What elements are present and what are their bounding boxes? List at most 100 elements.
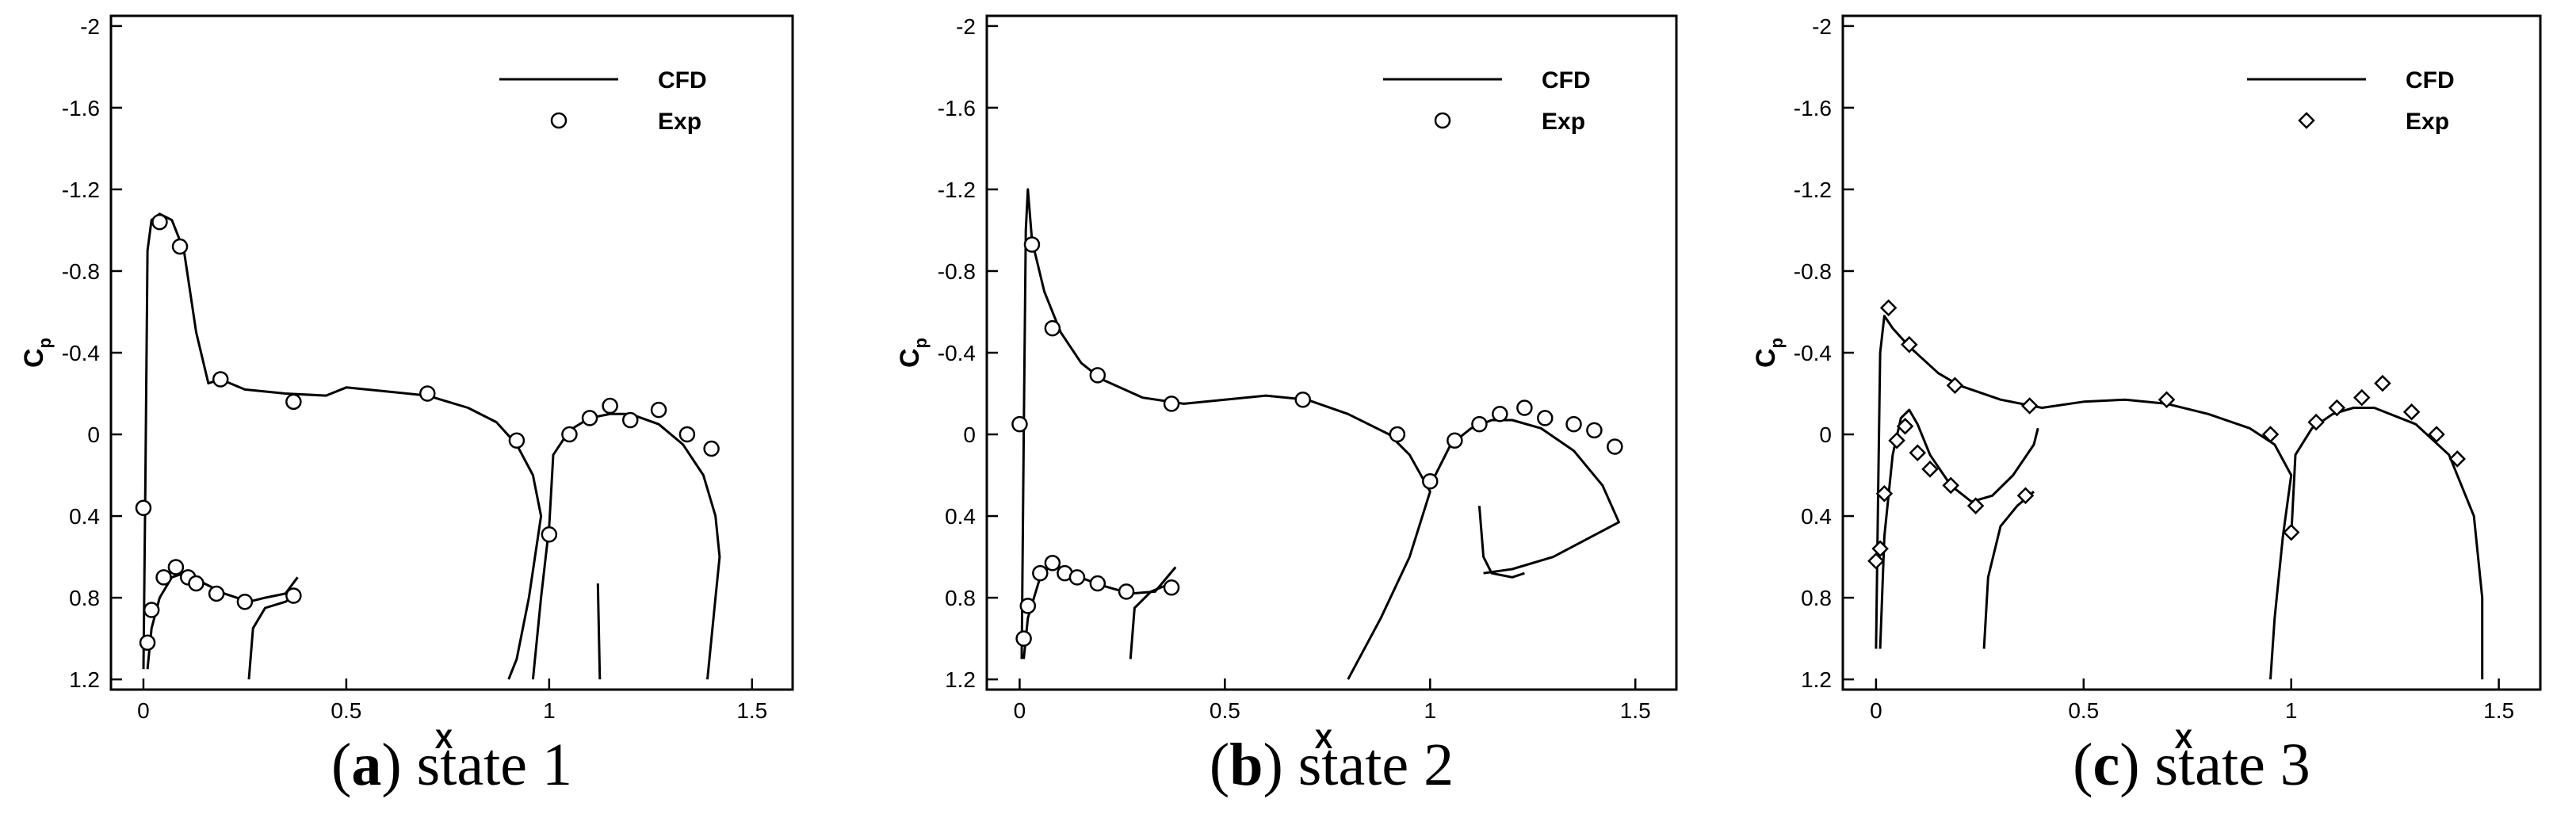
y-tick-label: 0 [963,422,976,447]
caption-part: ( [2073,732,2093,798]
exp-marker [2016,487,2035,505]
exp-marker [650,401,667,419]
x-tick-label: 1 [1424,698,1436,723]
y-tick-label: 0.4 [1801,504,1832,529]
y-tick-label: 0.8 [1801,586,1832,610]
exp-marker [151,213,168,231]
exp-marker [1044,555,1061,571]
y-tick-label: -0.8 [1794,259,1832,284]
exp-marker [1163,579,1180,596]
exp-marker [1163,396,1180,412]
legend-marker [1434,112,1451,129]
x-tick-label: 0 [1870,698,1882,723]
y-tick-label: 0 [1819,422,1832,447]
cfd-line [1020,188,1620,680]
legend-label: Exp [658,109,701,135]
caption-part: ( [1210,732,1229,798]
exp-marker [2374,374,2391,392]
y-axis-label-sub: p [911,338,931,348]
exp-marker [1879,299,1898,317]
exp-marker [1422,473,1439,490]
exp-marker [143,602,160,618]
exp-marker [1019,598,1037,614]
exp-marker [2307,413,2325,431]
x-tick-label: 0.5 [1210,698,1240,723]
y-tick-label: 0 [87,422,100,447]
exp-marker [285,393,302,411]
exp-marker [1118,583,1135,600]
y-tick-label: -2 [80,14,100,39]
exp-marker [167,559,185,575]
legend-label: Exp [2406,109,2449,135]
y-tick-label: -0.4 [62,341,100,365]
exp-marker [1607,438,1623,455]
exp-marker [2020,397,2039,415]
exp-marker [1011,415,1028,433]
caption: (c) state 3 [2073,732,2310,798]
legend-label: CFD [2406,67,2455,94]
exp-marker [1294,391,1311,408]
exp-marker [2352,388,2371,407]
exp-marker [602,397,618,415]
exp-marker [1875,484,1894,503]
y-tick-label: -0.8 [938,259,976,284]
caption-part: a [351,732,381,798]
exp-marker [1896,417,1914,435]
y-axis-label-main: C [19,348,49,368]
exp-marker [508,432,526,449]
exp-marker [2282,523,2300,541]
x-axis-label: X [435,724,453,755]
cfd-line [1875,315,2484,680]
x-tick-label: 0 [1014,698,1026,723]
x-tick-label: 1.5 [1620,698,1651,723]
exp-marker [1068,569,1086,586]
x-tick-label: 1 [543,698,556,723]
exp-marker [135,499,152,517]
exp-marker [285,587,302,604]
y-axis-label: Cp [895,338,931,368]
x-tick-label: 1.5 [736,698,767,723]
exp-marker [1909,444,1927,461]
y-tick-label: -1.6 [938,96,976,120]
x-axis-label: X [2175,724,2193,755]
exp-marker [1389,426,1406,443]
chart-panel: -2-1.6-1.2-0.8-0.400.40.81.20 0.5 1 1.5XCpC… [19,14,794,798]
y-tick-label: -1.2 [62,178,100,202]
caption-part: c [2093,732,2119,798]
y-axis-label: Cp [1751,338,1787,368]
exp-marker [1867,552,1885,570]
y-tick-label: 1.2 [945,667,976,692]
exp-marker [188,575,204,592]
exp-marker [1537,410,1554,426]
y-axis-label-main: C [895,348,925,368]
y-tick-label: -2 [1812,14,1832,39]
x-tick-label: 1 [2285,698,2298,723]
y-axis-label-sub: p [1767,338,1787,348]
caption: (a) state 1 [331,732,572,798]
caption-part: ) state 2 [1263,732,1454,798]
exp-marker [2402,403,2421,421]
exp-marker [1032,564,1049,582]
y-tick-label: -1.2 [938,178,976,202]
exp-marker [1565,415,1582,433]
legend-label: Exp [1542,109,1585,135]
exp-marker [2428,426,2445,443]
y-tick-label: -1.2 [1794,178,1832,202]
exp-marker [1871,540,1889,558]
y-tick-label: 0.8 [945,586,976,610]
exp-marker [581,410,598,426]
y-axis-label-sub: p [35,338,55,348]
x-tick-label: 1.5 [2483,698,2514,723]
exp-marker [621,411,639,429]
exp-marker [678,426,696,443]
caption-part: b [1229,732,1263,798]
caption-part: ) state 3 [2119,732,2310,798]
exp-marker [1516,399,1533,416]
caption: (b) state 2 [1210,732,1454,798]
exp-marker [1901,335,1918,354]
exp-marker [171,238,189,255]
legend-marker [550,112,568,129]
chart-panel: -2-1.6-1.2-0.8-0.400.40.81.20 0.5 1 1.5XCpC… [1751,14,2542,798]
exp-marker [1015,630,1032,647]
exp-marker [2328,399,2346,417]
